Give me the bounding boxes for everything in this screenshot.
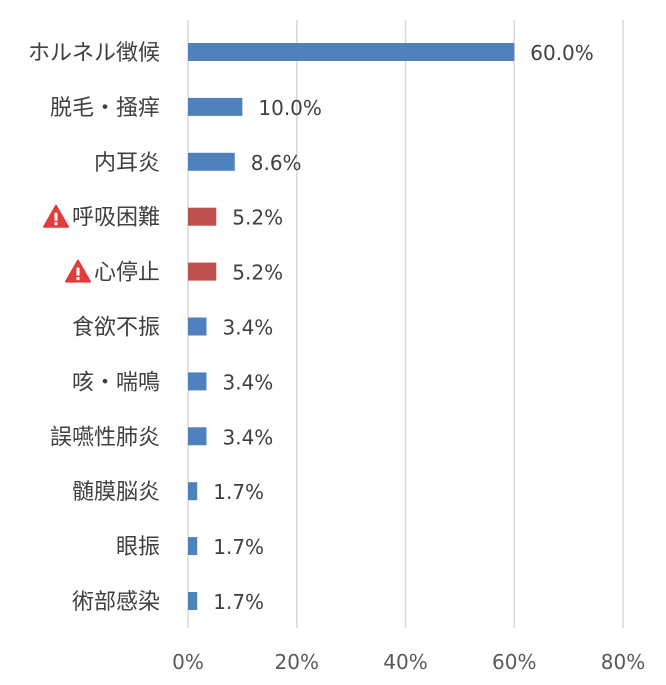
- bar: [188, 207, 217, 226]
- x-tick-label: 60%: [492, 650, 536, 674]
- value-label: 8.6%: [251, 151, 302, 175]
- bar: [188, 427, 207, 446]
- bar: [188, 592, 198, 610]
- x-tick-label: 0%: [172, 650, 204, 674]
- value-label: 3.4%: [222, 316, 273, 340]
- category-label: 眼振: [116, 535, 160, 560]
- value-label: 1.7%: [213, 480, 264, 504]
- x-tick-label: 80%: [601, 650, 645, 674]
- category-label: ホルネル徴候: [28, 41, 160, 66]
- bars: [188, 43, 515, 610]
- value-labels: 60.0% 10.0% 8.6% 5.2% 5.2% 3.4% 3.4% 3.4% 1.7% 1.…: [213, 41, 594, 614]
- bar: [188, 262, 217, 281]
- warning-icon: [43, 204, 69, 228]
- bar: [188, 317, 207, 336]
- value-label: 60.0%: [530, 41, 594, 65]
- gridlines: [187, 20, 624, 628]
- value-label: 1.7%: [213, 590, 264, 614]
- warning-icon: [65, 259, 91, 283]
- category-labels: ホルネル徴候脱毛・掻痒内耳炎呼吸困難心停止食欲不振咳・喘鳴誤嚥性肺炎髄膜脳炎眼振…: [28, 41, 160, 615]
- x-axis-ticks: 0% 20% 40% 60% 80%: [172, 650, 645, 674]
- x-tick-label: 40%: [383, 650, 427, 674]
- category-label: 心停止: [94, 261, 160, 286]
- x-tick-label: 20%: [275, 650, 319, 674]
- category-label: 内耳炎: [94, 151, 160, 176]
- category-label: 髄膜脳炎: [72, 480, 160, 505]
- bar: [188, 43, 515, 61]
- value-label: 5.2%: [232, 261, 283, 285]
- value-label: 5.2%: [232, 206, 283, 230]
- value-label: 1.7%: [213, 535, 264, 559]
- category-label: 誤嚥性肺炎: [50, 425, 160, 450]
- category-label: 呼吸困難: [72, 206, 160, 231]
- value-label: 3.4%: [222, 370, 273, 394]
- value-label: 10.0%: [258, 96, 322, 120]
- category-label: 脱毛・掻痒: [50, 96, 160, 121]
- bar: [188, 152, 235, 171]
- bar: [188, 537, 198, 556]
- value-label: 3.4%: [222, 425, 273, 449]
- category-label: 術部感染: [72, 590, 160, 615]
- bar: [188, 97, 243, 116]
- category-label: 咳・喘鳴: [72, 370, 160, 395]
- bar: [188, 372, 207, 391]
- bar: [188, 482, 198, 501]
- category-label: 食欲不振: [72, 316, 160, 341]
